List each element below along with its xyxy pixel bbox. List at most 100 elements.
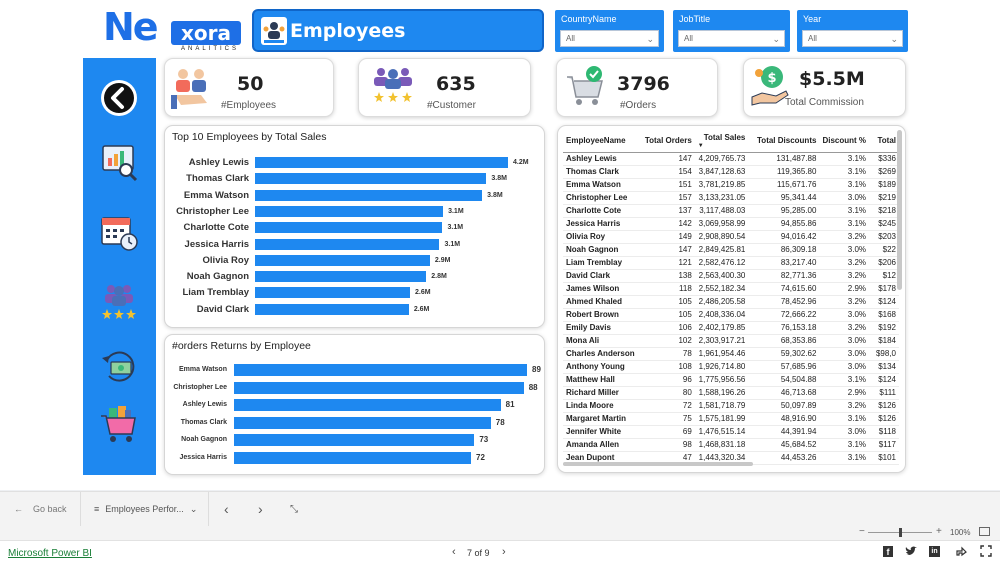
cart-check-icon bbox=[567, 66, 603, 105]
slicer-jobtitle[interactable]: JobTitle All ⌄ bbox=[673, 10, 790, 52]
table-cell: 44,391.94 bbox=[748, 425, 820, 439]
table-row[interactable]: Linda Moore 72 1,581,718.79 50,097.89 3.2% $1… bbox=[563, 399, 899, 413]
table-row[interactable]: Thomas Clark 154 3,847,128.63 119,365.80 3.1… bbox=[563, 165, 899, 179]
previous-page-footer-button[interactable]: ‹ bbox=[452, 546, 456, 558]
fit-to-page-icon[interactable] bbox=[979, 527, 990, 536]
table-row[interactable]: Emma Watson 151 3,781,219.85 115,671.76 3.1%… bbox=[563, 178, 899, 192]
table-cell: $203 bbox=[869, 230, 899, 244]
bar[interactable] bbox=[255, 238, 440, 250]
bar[interactable] bbox=[255, 205, 444, 217]
bar[interactable] bbox=[255, 303, 409, 315]
back-arrow-icon[interactable] bbox=[99, 78, 139, 118]
bar[interactable] bbox=[234, 364, 527, 376]
bar[interactable] bbox=[234, 416, 491, 429]
column-header[interactable]: Total Sales ▼ bbox=[694, 130, 749, 153]
slicer-country[interactable]: CountryName All ⌄ bbox=[555, 10, 664, 52]
bar[interactable] bbox=[234, 399, 501, 412]
column-header[interactable]: Discount % bbox=[819, 130, 869, 153]
table-cell: Emma Watson bbox=[563, 178, 642, 192]
linkedin-icon[interactable]: in bbox=[929, 546, 940, 557]
table-row[interactable]: Christopher Lee 157 3,133,231.05 95,341.44 3… bbox=[563, 191, 899, 205]
table-row[interactable]: James Wilson 118 2,552,182.34 74,615.60 2.9%… bbox=[563, 282, 899, 296]
money-return-icon[interactable] bbox=[99, 346, 139, 386]
bar[interactable] bbox=[234, 452, 472, 464]
table-row[interactable]: Jennifer White 69 1,476,515.14 44,391.94 3.0… bbox=[563, 425, 899, 439]
table-horizontal-scrollbar[interactable] bbox=[563, 462, 753, 466]
bar[interactable] bbox=[255, 271, 427, 283]
table-row[interactable]: Ahmed Khaled 105 2,486,205.58 78,452.96 3.2%… bbox=[563, 295, 899, 309]
table-cell: 68,353.86 bbox=[748, 334, 820, 348]
fullscreen-icon[interactable] bbox=[980, 545, 992, 557]
bar[interactable] bbox=[234, 381, 524, 394]
share-icon[interactable] bbox=[955, 546, 967, 557]
next-page-footer-button[interactable]: › bbox=[502, 546, 506, 558]
table-cell: $124 bbox=[869, 373, 899, 387]
table-cell: Linda Moore bbox=[563, 399, 642, 413]
table-row[interactable]: Margaret Martin 75 1,575,181.99 48,916.90 3.… bbox=[563, 412, 899, 426]
bar[interactable] bbox=[255, 173, 487, 185]
table-row[interactable]: David Clark 138 2,563,400.30 82,771.36 3.2% $… bbox=[563, 269, 899, 283]
bar[interactable] bbox=[255, 287, 411, 299]
facebook-icon[interactable]: f bbox=[883, 546, 893, 557]
kpi-employees-value: 50 bbox=[237, 73, 264, 95]
column-header[interactable]: EmployeeName bbox=[563, 130, 642, 153]
table-row[interactable]: Charlotte Cote 137 3,117,488.03 95,285.00 3.… bbox=[563, 204, 899, 218]
previous-page-button[interactable]: ‹ bbox=[224, 492, 229, 527]
go-back-button[interactable]: ← Go back bbox=[14, 492, 67, 527]
column-header[interactable]: Total bbox=[869, 130, 899, 153]
team-stars-icon[interactable] bbox=[99, 280, 139, 320]
table-row[interactable]: Amanda Allen 98 1,468,831.18 45,684.52 3.1% $… bbox=[563, 438, 899, 452]
table-row[interactable]: Liam Tremblay 121 2,582,476.12 83,217.40 3.2… bbox=[563, 256, 899, 270]
bar[interactable] bbox=[255, 157, 508, 168]
calendar-clock-icon[interactable] bbox=[99, 212, 139, 252]
table-cell: Liam Tremblay bbox=[563, 256, 642, 270]
table-cell: 96 bbox=[641, 373, 695, 387]
table-row[interactable]: Matthew Hall 96 1,775,956.56 54,504.88 3.1% $… bbox=[563, 373, 899, 387]
table-row[interactable]: Jessica Harris 142 3,069,958.99 94,855.86 3.… bbox=[563, 217, 899, 231]
next-page-button[interactable]: › bbox=[258, 492, 263, 527]
table-cell: 3.0% bbox=[819, 191, 869, 205]
report-magnifier-icon[interactable] bbox=[99, 142, 139, 182]
table-row[interactable]: Ashley Lewis 147 4,209,765.73 131,487.88 3.1… bbox=[563, 152, 899, 166]
column-header[interactable]: Total Orders bbox=[641, 130, 695, 153]
table-cell: Emily Davis bbox=[563, 321, 642, 335]
bar[interactable] bbox=[255, 222, 443, 234]
money-hand-icon: $ bbox=[751, 66, 789, 106]
zoom-slider-track[interactable] bbox=[868, 528, 932, 537]
zoom-slider-thumb[interactable] bbox=[899, 528, 902, 537]
table-row[interactable]: Noah Gagnon 147 2,849,425.81 86,309.18 3.0% $… bbox=[563, 243, 899, 257]
table-row[interactable]: Anthony Young 108 1,926,714.80 57,685.96 3.0… bbox=[563, 360, 899, 374]
slicer-year[interactable]: Year All ⌄ bbox=[797, 10, 908, 52]
powerbi-link[interactable]: Microsoft Power BI bbox=[8, 548, 92, 559]
table-vertical-scrollbar[interactable] bbox=[897, 130, 902, 290]
category-label: Emma Watson bbox=[179, 366, 227, 373]
category-label: Christopher Lee bbox=[173, 383, 227, 391]
column-header[interactable]: Total Discounts bbox=[748, 130, 820, 153]
table-row[interactable]: Olivia Roy 149 2,908,890.54 94,016.42 3.2% $2… bbox=[563, 230, 899, 244]
bar[interactable] bbox=[255, 189, 483, 201]
table-cell: 3.0% bbox=[819, 308, 869, 322]
table-row[interactable]: Emily Davis 106 2,402,179.85 76,153.18 3.2% $… bbox=[563, 321, 899, 335]
twitter-icon[interactable] bbox=[905, 546, 917, 557]
table-row[interactable]: Mona Ali 102 2,303,917.21 68,353.86 3.0% $184 bbox=[563, 334, 899, 348]
table-cell: Matthew Hall bbox=[563, 373, 642, 387]
slicer-jobtitle-dropdown[interactable]: All ⌄ bbox=[678, 30, 785, 47]
employee-table-viewport: EmployeeName Total Orders Total Sales ▼ Tota… bbox=[563, 130, 899, 466]
bar[interactable] bbox=[255, 254, 430, 266]
slicer-year-dropdown[interactable]: All ⌄ bbox=[802, 30, 903, 47]
table-row[interactable]: Richard Miller 80 1,588,196.26 46,713.68 2.9… bbox=[563, 386, 899, 400]
fit-page-button[interactable]: ⤡ bbox=[290, 492, 298, 527]
shopping-cart-icon[interactable] bbox=[99, 404, 139, 444]
kpi-customers-value: 635 bbox=[436, 73, 476, 95]
table-cell: Charles Anderson bbox=[563, 347, 642, 361]
arrow-left-icon: ← bbox=[14, 504, 23, 514]
table-cell: 95,341.44 bbox=[748, 191, 820, 205]
table-row[interactable]: Robert Brown 105 2,408,336.04 72,666.22 3.0%… bbox=[563, 308, 899, 322]
zoom-out-button[interactable]: − bbox=[859, 526, 865, 537]
bar[interactable] bbox=[234, 434, 475, 447]
table-cell: 3.1% bbox=[819, 373, 869, 387]
zoom-in-button[interactable]: + bbox=[936, 526, 942, 537]
table-row[interactable]: Charles Anderson 78 1,961,954.46 59,302.62 3… bbox=[563, 347, 899, 361]
slicer-country-dropdown[interactable]: All ⌄ bbox=[560, 30, 659, 47]
page-selector-button[interactable]: ≡ Employees Perfor... ⌄ bbox=[94, 492, 197, 527]
